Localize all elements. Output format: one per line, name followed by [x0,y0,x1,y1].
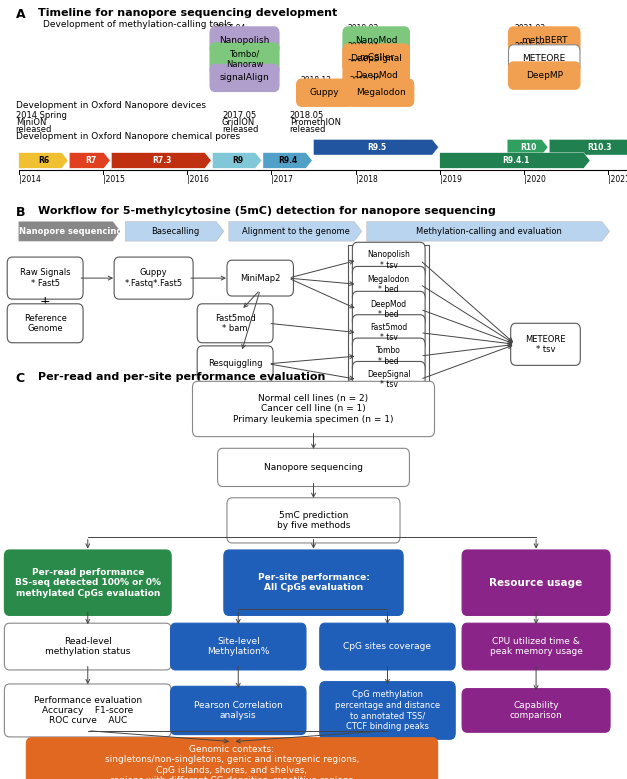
FancyBboxPatch shape [347,79,414,106]
FancyBboxPatch shape [210,27,279,55]
FancyBboxPatch shape [352,361,425,397]
Text: Per-read performance
BS-seq detected 100% or 0%
methylated CpGs evaluation: Per-read performance BS-seq detected 100… [15,568,161,597]
FancyArrow shape [507,139,548,155]
Text: Timeline for nanopore sequencing development: Timeline for nanopore sequencing develop… [38,8,337,18]
Text: R10: R10 [520,143,536,152]
Text: 2021.06: 2021.06 [514,41,545,51]
Text: 2019.09: 2019.09 [349,76,381,85]
FancyBboxPatch shape [4,684,171,737]
Text: Resquiggling: Resquiggling [208,359,262,368]
FancyBboxPatch shape [352,338,425,374]
Text: Basecalling: Basecalling [152,227,199,236]
FancyBboxPatch shape [462,550,610,615]
Text: B: B [16,206,25,220]
Text: Workflow for 5-methylcytosine (5mC) detection for nanopore sequencing: Workflow for 5-methylcytosine (5mC) dete… [38,206,495,217]
Text: |2020: |2020 [524,175,546,185]
Text: 2018.05: 2018.05 [290,111,324,120]
FancyBboxPatch shape [227,260,293,296]
Text: Normal cell lines (n = 2)
Cancer cell line (n = 1)
Primary leukemia specimen (n : Normal cell lines (n = 2) Cancer cell li… [233,394,394,424]
Text: released: released [16,125,52,134]
FancyBboxPatch shape [171,623,306,670]
Text: Development in Oxford Nanopore chemical pores: Development in Oxford Nanopore chemical … [16,132,240,142]
Text: |2015: |2015 [103,175,125,185]
Text: Nanopore sequencing: Nanopore sequencing [19,227,122,236]
FancyBboxPatch shape [210,65,279,91]
Text: Guppy: Guppy [310,88,340,97]
Text: |2017: |2017 [271,175,293,185]
Text: Fast5mod
* tsv: Fast5mod * tsv [370,323,408,342]
Text: R6: R6 [38,156,50,165]
FancyBboxPatch shape [218,449,409,486]
Text: CpG sites coverage: CpG sites coverage [344,642,431,651]
Text: Per-site performance:
All CpGs evaluation: Per-site performance: All CpGs evaluatio… [258,573,369,592]
FancyArrow shape [19,153,68,168]
Text: DeepSignal: DeepSignal [350,54,402,63]
Text: |2018: |2018 [356,175,377,185]
Text: released: released [222,125,258,134]
Text: R9: R9 [232,156,243,165]
Text: Performance evaluation
Accuracy    F1-score
ROC curve    AUC: Performance evaluation Accuracy F1-score… [34,696,142,725]
FancyBboxPatch shape [26,738,438,779]
Text: NanoMod: NanoMod [355,36,398,45]
Text: A: A [16,8,25,21]
FancyBboxPatch shape [114,257,193,299]
Text: CpG methylation
percentage and distance
to annotated TSS/
CTCF binding peaks: CpG methylation percentage and distance … [335,690,440,731]
Text: GridION: GridION [222,118,255,127]
Text: Read-level
methylation status: Read-level methylation status [45,637,130,656]
Text: Reference
Genome: Reference Genome [24,314,66,333]
Text: CPU utilized time &
peak memory usage: CPU utilized time & peak memory usage [490,637,582,656]
Text: 2017.05: 2017.05 [222,111,256,120]
FancyArrow shape [19,222,120,241]
Text: METEORE: METEORE [523,54,566,63]
FancyBboxPatch shape [7,257,83,299]
FancyBboxPatch shape [227,498,400,543]
Text: R7.3: R7.3 [152,156,172,165]
Text: |2021: |2021 [608,175,627,185]
Text: Resource usage: Resource usage [490,578,582,587]
Text: |2014: |2014 [19,175,41,185]
FancyBboxPatch shape [224,550,403,615]
Text: Genomic contexts:
singletons/non-singletons, genic and intergenic regions,
CpG i: Genomic contexts: singletons/non-singlet… [105,745,359,779]
FancyBboxPatch shape [320,682,455,739]
FancyArrow shape [440,153,590,168]
FancyBboxPatch shape [352,291,425,327]
Text: R9.5: R9.5 [367,143,386,152]
FancyArrow shape [125,222,224,241]
Text: Megalodon
* bed: Megalodon * bed [367,275,410,294]
Text: Guppy
*.Fastq*.Fast5: Guppy *.Fastq*.Fast5 [125,269,182,287]
Text: Per-read and per-site performance evaluation: Per-read and per-site performance evalua… [38,372,325,382]
Text: R9.4: R9.4 [278,156,298,165]
Text: 2021.02: 2021.02 [514,23,545,33]
Text: 2018.12: 2018.12 [301,76,332,85]
FancyArrow shape [112,153,211,168]
Bar [348,245,429,395]
FancyArrow shape [213,153,261,168]
Text: DeepSignal
* tsv: DeepSignal * tsv [367,370,411,389]
FancyBboxPatch shape [510,323,581,365]
Text: DeepMP: DeepMP [525,71,563,80]
FancyArrow shape [229,222,362,241]
Text: |2016: |2016 [187,175,209,185]
Text: MiniMap2: MiniMap2 [240,273,280,283]
Text: Methylation-calling and evaluation: Methylation-calling and evaluation [416,227,562,236]
FancyBboxPatch shape [197,346,273,382]
Text: +: + [40,295,50,308]
Text: 2017.04: 2017.04 [214,23,246,33]
Text: Fast5mod
* bam: Fast5mod * bam [215,314,255,333]
FancyBboxPatch shape [343,27,409,55]
Text: Nanopolish: Nanopolish [219,36,270,45]
Text: |2019: |2019 [440,175,461,185]
Text: METEORE
* tsv: METEORE * tsv [525,335,566,354]
FancyBboxPatch shape [462,623,610,670]
FancyArrow shape [367,222,609,241]
Text: Capability
comparison: Capability comparison [510,701,562,720]
Text: DeepMod
* bed: DeepMod * bed [371,300,407,319]
Text: Development in Oxford Nanopore devices: Development in Oxford Nanopore devices [16,101,206,111]
Text: MiniON: MiniON [16,118,46,127]
FancyBboxPatch shape [210,43,279,76]
Text: released: released [290,125,326,134]
FancyBboxPatch shape [508,27,580,55]
FancyBboxPatch shape [343,44,409,71]
FancyBboxPatch shape [462,689,610,732]
FancyBboxPatch shape [343,44,409,72]
